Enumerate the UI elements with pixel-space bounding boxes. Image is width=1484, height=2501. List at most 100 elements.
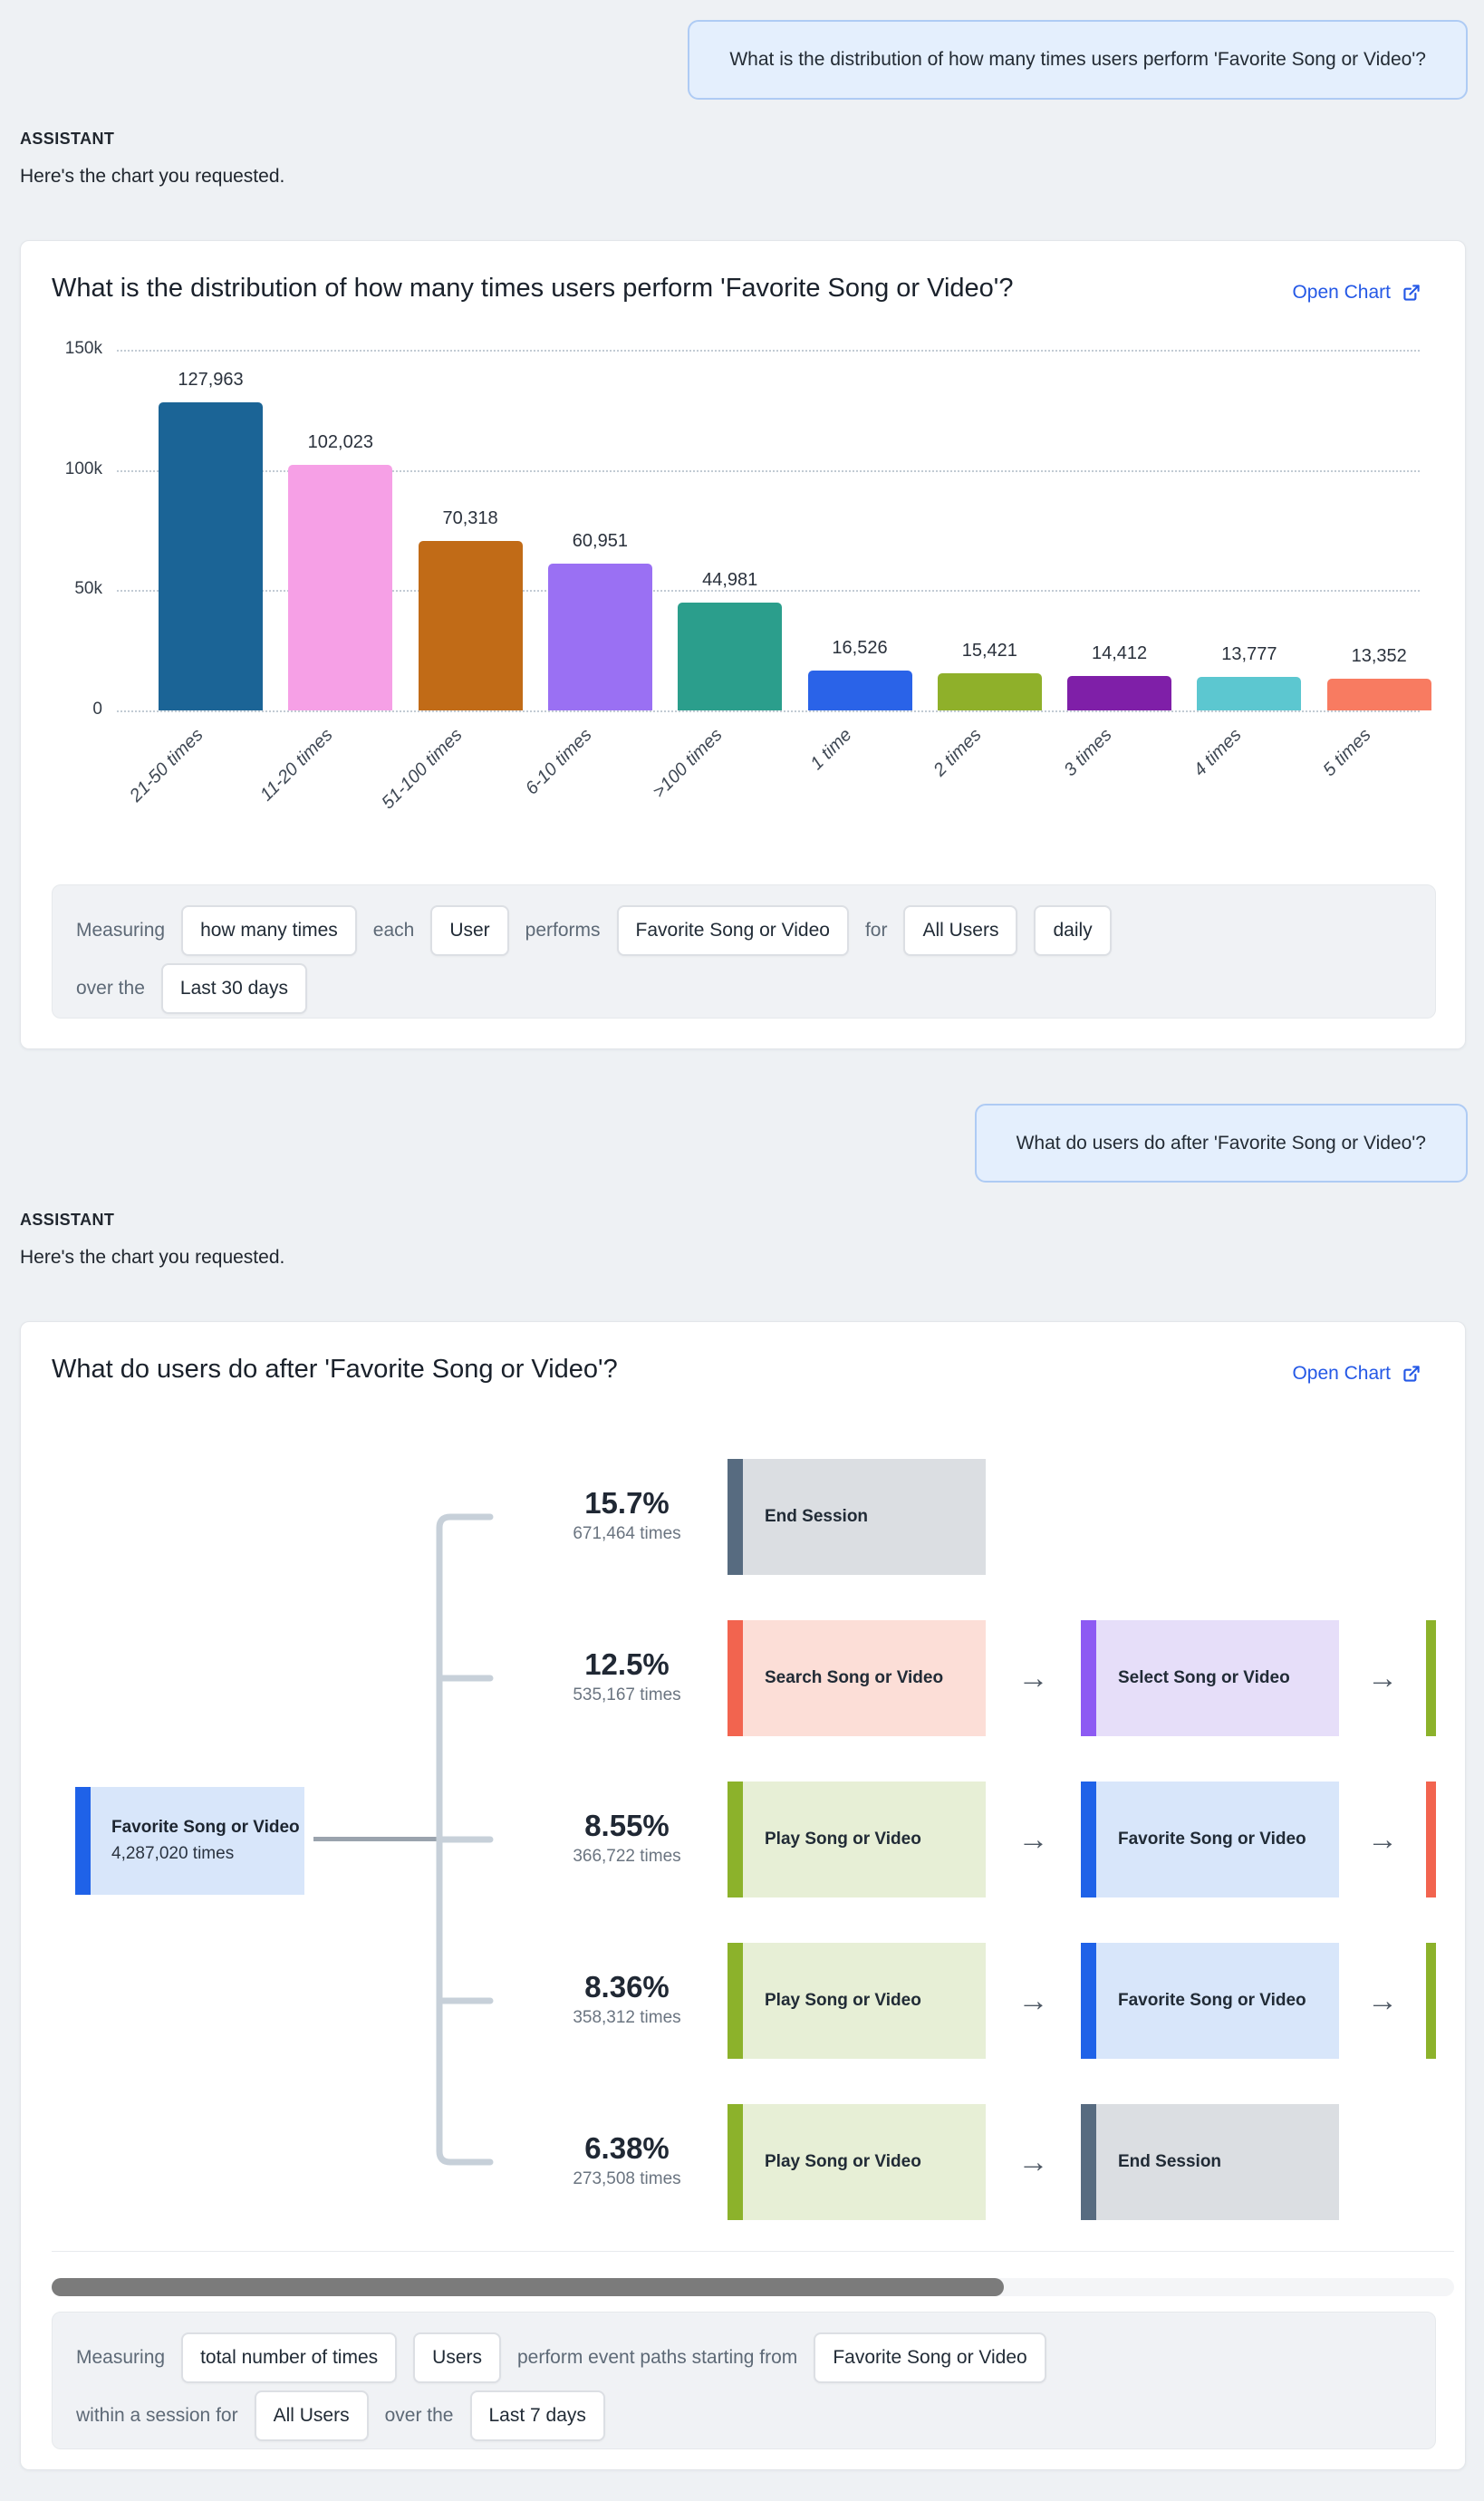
measuring-chip[interactable]: All Users xyxy=(254,2390,369,2441)
measuring-line: Measuring total number of times Users perfo… xyxy=(76,2332,1412,2383)
percent-count: 273,508 times xyxy=(573,2168,681,2188)
node-color-bar xyxy=(1081,1620,1096,1736)
bar-value-label: 16,526 xyxy=(832,638,888,659)
journey-chart: Favorite Song or Video 4,287,020 times 1… xyxy=(52,1433,1436,2241)
node-color-bar xyxy=(728,1943,743,2059)
bar[interactable] xyxy=(1197,677,1302,710)
journey-row-percent: 12.5% 535,167 times xyxy=(523,1648,731,1705)
step-node-label: Play Song or Video xyxy=(765,2152,921,2171)
bar[interactable] xyxy=(418,541,523,710)
node-color-bar xyxy=(1081,1943,1096,2059)
root-node-count: 4,287,020 times xyxy=(111,1844,235,1863)
journey-step-node-truncated[interactable] xyxy=(1426,1620,1436,1736)
open-chart-label: Open Chart xyxy=(1292,282,1391,303)
step-arrow-icon: → xyxy=(1017,1660,1049,1695)
step-node-label: End Session xyxy=(765,1507,869,1526)
external-link-icon xyxy=(1400,281,1423,304)
measuring-connector-text: Measuring xyxy=(76,2347,166,2368)
measuring-sentence-panel: Measuring how many times each User performs F… xyxy=(52,884,1436,1019)
bar-chart: 0 50k 100k 150k 127,963 21-50 times 102,023 11-… xyxy=(52,339,1436,864)
percent-count: 358,312 times xyxy=(573,2007,681,2027)
bar[interactable] xyxy=(1067,675,1172,710)
measuring-chip[interactable]: Favorite Song or Video xyxy=(616,905,849,956)
assistant-role-label: ASSISTANT xyxy=(20,1211,115,1229)
step-node-label: Select Song or Video xyxy=(1118,1668,1290,1687)
step-arrow-icon: → xyxy=(1017,1821,1049,1857)
journey-row-percent: 6.38% 273,508 times xyxy=(523,2132,731,2189)
bar[interactable] xyxy=(807,671,912,710)
external-link-icon xyxy=(1400,1362,1423,1386)
measuring-chip[interactable]: Favorite Song or Video xyxy=(814,2332,1046,2383)
measuring-chip[interactable]: how many times xyxy=(181,905,357,956)
measuring-chip[interactable]: total number of times xyxy=(181,2332,398,2383)
root-connector-line xyxy=(313,1837,438,1841)
step-node-label: Play Song or Video xyxy=(765,1991,921,2010)
bar[interactable] xyxy=(547,564,652,710)
card-title: What do users do after 'Favorite Song or… xyxy=(52,1355,618,1384)
journey-step-node[interactable]: Play Song or Video xyxy=(728,1943,986,2059)
percent-count: 366,722 times xyxy=(573,1846,681,1866)
assistant-intro-text: Here's the chart you requested. xyxy=(20,1247,285,1268)
measuring-connector-text: each xyxy=(372,920,415,941)
horizontal-scrollbar[interactable] xyxy=(52,2278,1454,2296)
measuring-connector-text: over the xyxy=(384,2405,454,2426)
journey-step-node[interactable]: Search Song or Video xyxy=(728,1620,986,1736)
bar[interactable] xyxy=(288,465,393,710)
gridline xyxy=(117,469,1420,472)
measuring-chip[interactable]: Last 30 days xyxy=(160,963,307,1014)
journey-step-node[interactable]: End Session xyxy=(728,1459,986,1575)
measuring-chip[interactable]: daily xyxy=(1034,905,1112,956)
journey-step-node[interactable]: Select Song or Video xyxy=(1081,1620,1339,1736)
journey-row-percent: 8.36% 358,312 times xyxy=(523,1971,731,2028)
measuring-chip[interactable]: User xyxy=(430,905,509,956)
gridline xyxy=(117,590,1420,593)
y-axis-tick-label: 100k xyxy=(64,459,102,478)
root-node-label: Favorite Song or Video xyxy=(111,1818,300,1837)
measuring-chip[interactable]: All Users xyxy=(903,905,1018,956)
journey-step-node[interactable]: Play Song or Video xyxy=(728,2104,986,2220)
bar[interactable] xyxy=(1326,678,1431,710)
branch-spine xyxy=(436,1513,494,2166)
bar-value-label: 15,421 xyxy=(961,641,1017,661)
card-title: What is the distribution of how many tim… xyxy=(52,274,1014,303)
bar[interactable] xyxy=(678,602,783,710)
bar-value-label: 70,318 xyxy=(442,508,498,529)
measuring-connector-text: for xyxy=(864,920,888,941)
node-color-bar xyxy=(75,1787,91,1895)
bar-value-label: 44,981 xyxy=(702,569,758,590)
assistant-role-label: ASSISTANT xyxy=(20,130,115,148)
step-node-label: Favorite Song or Video xyxy=(1118,1991,1306,2010)
step-node-label: Play Song or Video xyxy=(765,1830,921,1849)
bar[interactable] xyxy=(159,402,263,710)
measuring-line: over the Last 30 days xyxy=(76,963,1412,1014)
measuring-chip[interactable]: Users xyxy=(413,2332,501,2383)
bar-value-label: 13,777 xyxy=(1221,644,1277,665)
measuring-connector-text: perform event paths starting from xyxy=(517,2347,798,2368)
journey-step-node[interactable]: Play Song or Video xyxy=(728,1782,986,1897)
bar-value-label: 13,352 xyxy=(1351,645,1407,666)
journey-step-node-truncated[interactable] xyxy=(1426,1943,1436,2059)
open-chart-link[interactable]: Open Chart xyxy=(1292,281,1423,304)
measuring-connector-text: performs xyxy=(525,920,601,941)
open-chart-link[interactable]: Open Chart xyxy=(1292,1362,1423,1386)
bar[interactable] xyxy=(937,673,1042,710)
measuring-connector-text: over the xyxy=(76,978,145,999)
percent-value: 8.55% xyxy=(584,1809,670,1842)
gridline xyxy=(117,710,1420,712)
journey-step-node-truncated[interactable] xyxy=(1426,1782,1436,1897)
measuring-chip[interactable]: Last 7 days xyxy=(469,2390,605,2441)
scrollbar-thumb[interactable] xyxy=(52,2278,1004,2296)
node-color-bar xyxy=(728,1782,743,1897)
user-message-text: What is the distribution of how many tim… xyxy=(729,49,1426,70)
journey-step-node[interactable]: Favorite Song or Video xyxy=(1081,1943,1339,2059)
journey-root-node[interactable]: Favorite Song or Video 4,287,020 times xyxy=(75,1787,304,1895)
step-arrow-icon: → xyxy=(1017,2144,1049,2179)
gridline xyxy=(117,350,1420,352)
user-message-bubble: What is the distribution of how many tim… xyxy=(688,20,1468,100)
percent-value: 6.38% xyxy=(584,2131,670,2165)
journey-step-node[interactable]: Favorite Song or Video xyxy=(1081,1782,1339,1897)
step-node-label: Search Song or Video xyxy=(765,1668,944,1687)
chart-scroll-divider xyxy=(52,2251,1454,2252)
journey-step-node[interactable]: End Session xyxy=(1081,2104,1339,2220)
percent-value: 15.7% xyxy=(584,1486,670,1520)
